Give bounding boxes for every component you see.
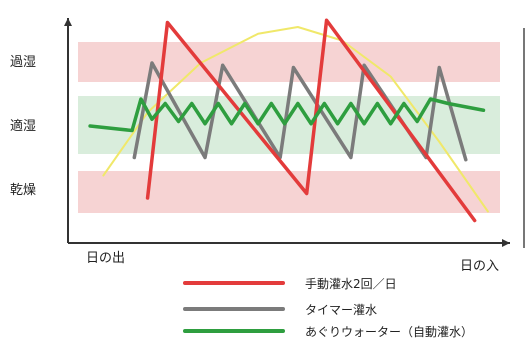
band-label: 過湿 <box>10 55 36 70</box>
x-axis-start-label: 日の出 <box>86 251 125 266</box>
legend-label: 手動灌水2回／日 <box>305 277 397 291</box>
x-axis-end-label: 日の入 <box>460 259 499 274</box>
unnamed-curve-series <box>102 26 489 213</box>
manual-irrigation-series <box>145 18 477 223</box>
legend-label: あぐりウォーター（自動灌水） <box>305 325 473 339</box>
band-label: 乾燥 <box>10 183 36 198</box>
y-axis-arrow <box>64 18 72 26</box>
x-axis-arrow <box>502 239 510 247</box>
legend-label: タイマー灌水 <box>305 303 377 317</box>
moisture-band <box>78 171 500 213</box>
timer-irrigation-series <box>132 61 468 162</box>
agri-water-series <box>88 97 486 133</box>
band-label: 適湿 <box>10 118 36 134</box>
